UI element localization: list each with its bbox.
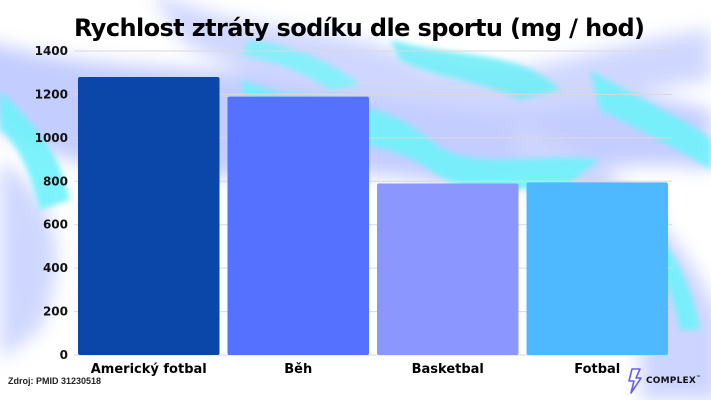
brand-name: COMPLEX [646, 376, 697, 386]
y-tick-label: 1400 [35, 44, 68, 58]
x-category-label: Běh [284, 362, 312, 377]
complex-logo: COMPLEX ™ [628, 366, 708, 396]
x-category-label: Basketbal [412, 362, 484, 377]
lightning-bolt-icon [628, 368, 642, 394]
y-tick-label: 0 [60, 348, 68, 362]
y-tick-label: 1000 [35, 131, 68, 145]
bar [526, 182, 668, 355]
y-tick-label: 400 [43, 261, 68, 275]
source-note: Zdroj: PMID 31230518 [8, 376, 102, 386]
brand-trademark: ™ [696, 375, 702, 381]
y-tick-label: 600 [43, 218, 68, 232]
bar [78, 77, 220, 356]
bar [227, 96, 369, 355]
x-category-label: Americký fotbal [91, 362, 207, 377]
y-tick-label: 200 [43, 305, 68, 319]
y-tick-label: 800 [43, 174, 68, 188]
chart-title: Rychlost ztráty sodíku dle sportu (mg / … [74, 14, 645, 42]
y-tick-label: 1200 [35, 87, 68, 101]
x-category-label: Fotbal [574, 362, 620, 377]
bar [377, 183, 519, 355]
